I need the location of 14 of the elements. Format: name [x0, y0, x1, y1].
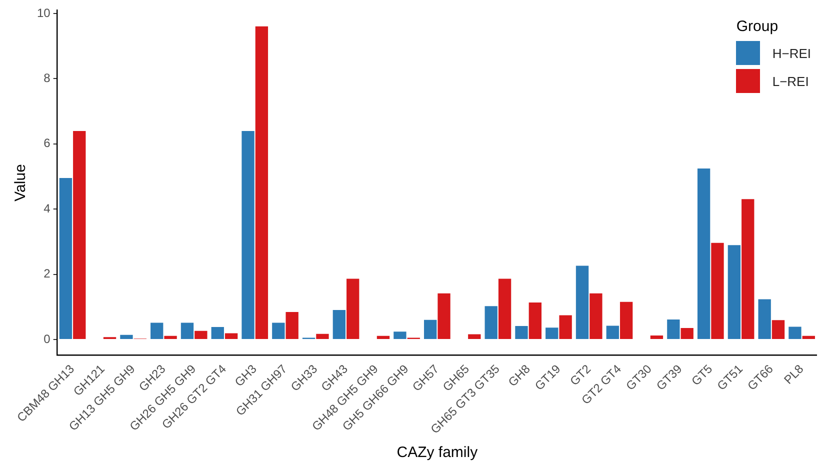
- y-tick-label: 6: [44, 136, 51, 150]
- y-tick-label: 10: [36, 6, 51, 20]
- x-tick-label: GT5: [688, 362, 716, 388]
- legend-label: L−REI: [772, 74, 809, 88]
- y-tick-label: 8: [44, 70, 51, 85]
- legend-label: H−REI: [772, 46, 811, 60]
- y-tick-label: 0: [44, 332, 51, 346]
- y-tick-label: 4: [44, 201, 51, 216]
- legend-title: Group: [736, 18, 780, 35]
- x-tick-label: PL8: [781, 362, 806, 387]
- x-tick-label: GT2: [567, 362, 594, 388]
- y-axis-title: Value: [12, 164, 30, 202]
- x-axis-title: CAZy family: [396, 444, 478, 462]
- y-tick-label: 2: [44, 266, 51, 281]
